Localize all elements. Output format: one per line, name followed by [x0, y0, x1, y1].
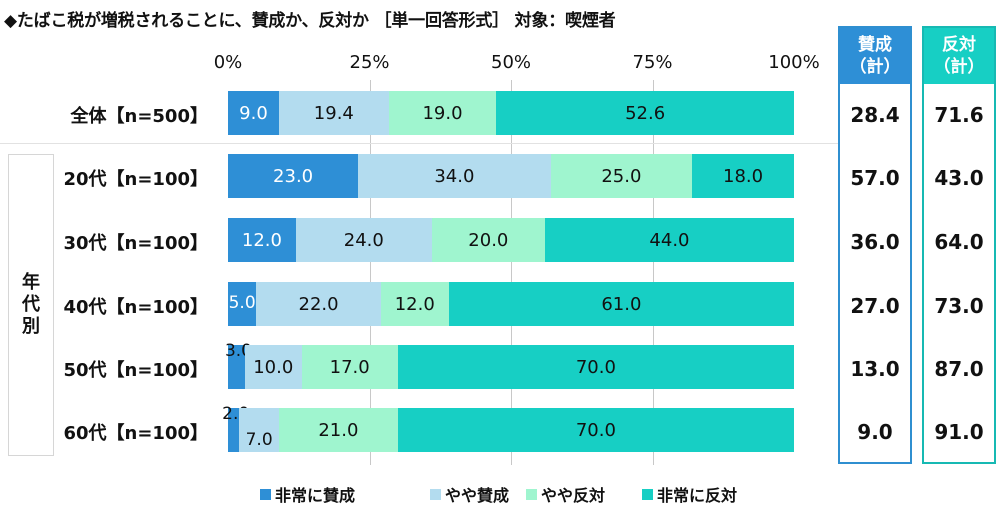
bar-segment: 22.0: [256, 282, 381, 326]
data-label: 17.0: [329, 356, 370, 378]
bar-segment: 19.4: [278, 91, 389, 135]
disagree-total-column: 反対 （計） 71.6 43.0 64.0 73.0 87.0 91.0: [922, 26, 996, 464]
category-label: 50代【n=100】: [63, 360, 208, 381]
agree-total-value: 36.0: [850, 230, 900, 254]
data-label: 52.6: [625, 102, 666, 124]
disagree-total-value: 91.0: [934, 420, 984, 444]
agree-total-header: 賛成 （計）: [840, 28, 910, 84]
agree-total-header-line1: 賛成: [858, 35, 892, 55]
separator-line: [0, 143, 838, 144]
agree-total-header-line2: （計）: [849, 57, 901, 77]
disagree-total-value: 43.0: [934, 166, 984, 190]
data-label: 34.0: [434, 165, 475, 187]
data-label: 23.0: [273, 165, 314, 187]
agree-total-value: 57.0: [850, 166, 900, 190]
legend-swatch: [526, 488, 537, 500]
data-label: 44.0: [649, 229, 690, 251]
bar-segment: 44.0: [544, 218, 794, 262]
data-label: 12.0: [241, 229, 282, 251]
data-label: 21.0: [318, 419, 359, 441]
bar-segment: 12.0: [228, 218, 296, 262]
data-label: 70.0: [575, 356, 616, 378]
x-tick-label: 50%: [490, 52, 532, 73]
legend-label: 非常に反対: [657, 486, 738, 505]
grid-line: [369, 80, 371, 465]
data-label: 7.0: [245, 430, 273, 450]
disagree-total-value: 87.0: [934, 357, 984, 381]
data-label: 19.0: [422, 102, 463, 124]
bar-segment: 17.0: [301, 345, 398, 389]
legend-item: 非常に賛成: [260, 482, 355, 506]
bar-segment: 12.0: [380, 282, 449, 326]
data-label: 10.0: [253, 356, 294, 378]
bar-segment: [239, 408, 279, 452]
agree-total-column: 賛成 （計） 28.4 57.0 36.0 27.0 13.0 9.0: [838, 26, 912, 464]
age-group-char: 代: [22, 294, 40, 315]
bar-segment: [228, 408, 240, 452]
legend-item: やや反対: [526, 482, 605, 506]
bar-segment: 23.0: [228, 154, 359, 198]
data-label: 22.0: [298, 293, 339, 315]
bar-segment: 19.0: [388, 91, 497, 135]
bar-segment: 70.0: [397, 408, 794, 452]
chart-title: ◆たばこ税が増税されることに、賛成か、反対か ［単一回答形式］ 対象：喫煙者: [4, 11, 616, 31]
disagree-total-value: 71.6: [934, 103, 984, 127]
legend-swatch: [430, 488, 441, 500]
data-label: 25.0: [601, 165, 642, 187]
x-tick-label: 25%: [349, 52, 390, 73]
grid-line: [511, 80, 512, 465]
category-label: 40代【n=100】: [63, 297, 208, 318]
disagree-total-header-line1: 反対: [942, 35, 976, 55]
grid-line: [652, 80, 654, 465]
category-label: 20代【n=100】: [63, 169, 208, 190]
disagree-total-value: 73.0: [934, 294, 984, 318]
data-label: 18.0: [723, 165, 764, 187]
legend-label: やや反対: [541, 486, 606, 505]
bar-segment: 20.0: [431, 218, 545, 262]
age-group-label: 年 代 別: [9, 155, 53, 455]
bar-segment: 70.0: [397, 345, 794, 389]
x-tick-label: 100%: [768, 52, 820, 73]
age-group-char: 年: [22, 272, 40, 293]
age-group-box: 年 代 別: [8, 154, 54, 456]
legend-swatch: [260, 488, 271, 500]
disagree-total-header-line2: （計）: [933, 57, 985, 77]
data-label: 70.0: [575, 419, 616, 441]
x-tick-label: 75%: [632, 52, 673, 73]
bar-segment: 9.0: [228, 91, 279, 135]
data-label: 20.0: [468, 229, 509, 251]
bar-segment: 10.0: [244, 345, 302, 389]
bar-segment: 18.0: [692, 154, 794, 198]
bar-segment: 21.0: [278, 408, 398, 452]
bar-segment: 52.6: [496, 91, 794, 135]
category-label: 30代【n=100】: [63, 233, 208, 254]
x-tick-label: 0%: [213, 52, 243, 73]
legend-item: 非常に反対: [642, 482, 737, 506]
data-label: 9.0: [239, 102, 268, 124]
category-label: 60代【n=100】: [63, 423, 208, 444]
disagree-total-header: 反対 （計）: [924, 28, 994, 84]
data-label: 24.0: [343, 229, 384, 251]
data-label: 19.4: [313, 102, 354, 124]
agree-total-value: 27.0: [850, 294, 900, 318]
bar-segment: [228, 282, 257, 326]
bar-segment: 24.0: [295, 218, 432, 262]
legend-swatch: [642, 488, 653, 500]
data-label: 61.0: [601, 293, 642, 315]
age-group-char: 別: [22, 316, 40, 337]
legend-label: やや賛成: [445, 486, 510, 505]
agree-total-value: 9.0: [857, 420, 893, 444]
data-label: 12.0: [394, 293, 435, 315]
agree-total-value: 28.4: [850, 103, 900, 127]
agree-total-value: 13.0: [850, 357, 900, 381]
legend-item: やや賛成: [430, 482, 509, 506]
legend-label: 非常に賛成: [275, 486, 356, 505]
category-label: 全体【n=500】: [70, 106, 208, 127]
bar-segment: 61.0: [448, 282, 794, 326]
disagree-total-value: 64.0: [934, 230, 984, 254]
bar-segment: [228, 345, 245, 389]
bar-segment: 34.0: [358, 154, 551, 198]
data-label: 5.0: [228, 293, 256, 313]
bar-segment: 25.0: [550, 154, 693, 198]
